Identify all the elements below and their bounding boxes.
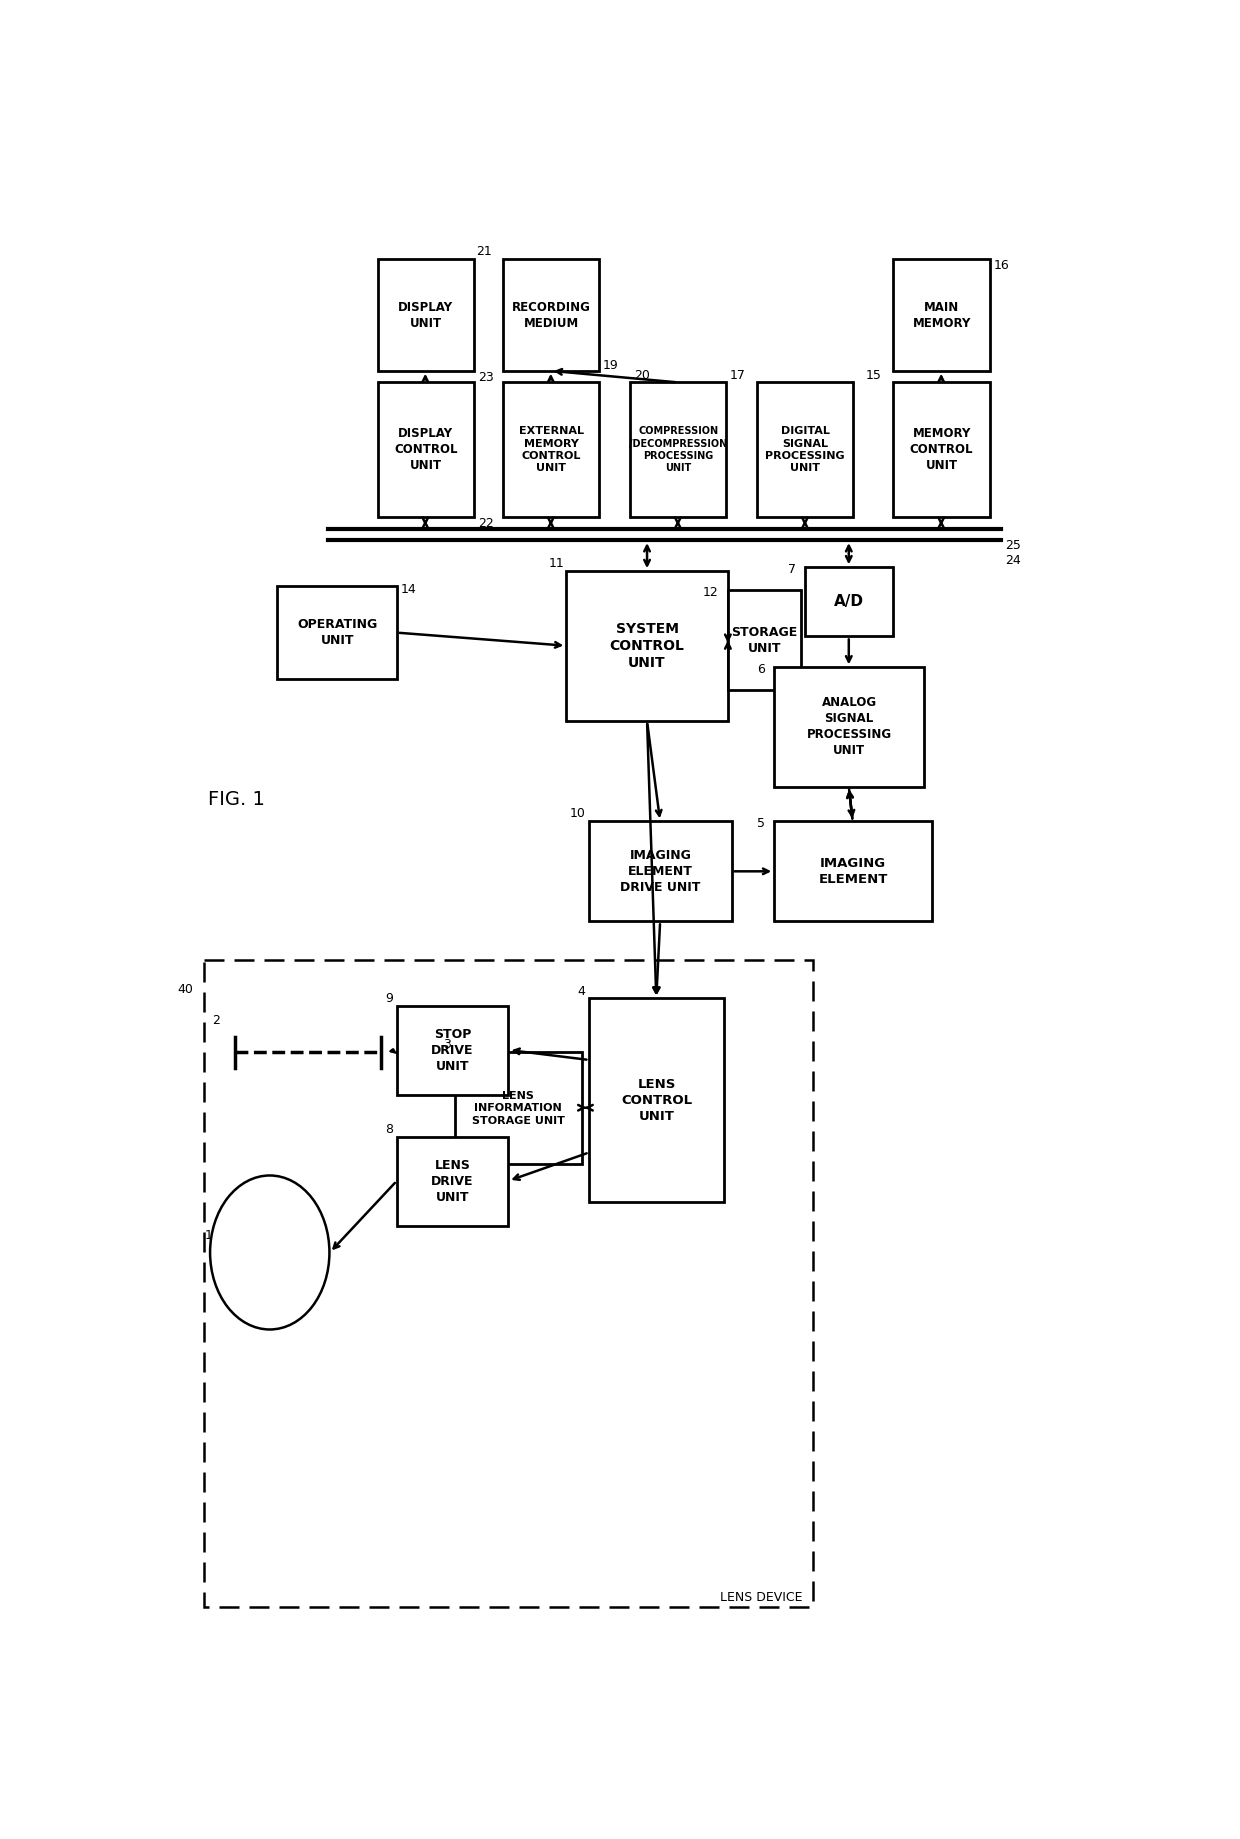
Text: 8: 8 [384,1124,393,1137]
Ellipse shape [210,1175,330,1330]
Text: 40: 40 [177,984,192,997]
Text: 14: 14 [401,583,417,596]
Text: 24: 24 [1006,554,1021,566]
Bar [503,259,599,371]
Text: EXTERNAL
MEMORY
CONTROL
UNIT: EXTERNAL MEMORY CONTROL UNIT [518,427,584,473]
Text: 17: 17 [729,368,745,381]
Bar [397,1006,508,1094]
Bar [397,1137,508,1225]
Bar [894,259,990,371]
Bar [728,590,801,690]
Text: 2: 2 [212,1013,219,1026]
Text: 11: 11 [549,557,564,570]
Text: DIGITAL
SIGNAL
PROCESSING
UNIT: DIGITAL SIGNAL PROCESSING UNIT [765,427,846,473]
Text: SYSTEM
CONTROL
UNIT: SYSTEM CONTROL UNIT [610,622,684,671]
Text: 9: 9 [386,993,393,1006]
Text: MEMORY
CONTROL
UNIT: MEMORY CONTROL UNIT [910,427,973,473]
Text: DISPLAY
UNIT: DISPLAY UNIT [398,300,454,329]
Text: A/D: A/D [835,594,864,609]
Text: LENS
INFORMATION
STORAGE UNIT: LENS INFORMATION STORAGE UNIT [471,1091,564,1125]
Text: LENS DEVICE: LENS DEVICE [720,1591,802,1604]
Text: 21: 21 [476,245,491,257]
Text: 25: 25 [1006,539,1021,552]
Bar [630,383,727,517]
Text: MAIN
MEMORY: MAIN MEMORY [913,300,971,329]
Bar [774,822,932,921]
Text: 10: 10 [569,807,585,820]
Text: 4: 4 [578,984,585,997]
Bar [278,587,397,679]
Text: STORAGE
UNIT: STORAGE UNIT [732,625,797,655]
Bar [567,572,728,721]
Bar [205,960,812,1607]
Text: 12: 12 [703,587,719,600]
Bar [377,383,474,517]
Bar [455,1052,582,1164]
Text: DISPLAY
CONTROL
UNIT: DISPLAY CONTROL UNIT [394,427,458,473]
Text: IMAGING
ELEMENT: IMAGING ELEMENT [818,857,888,886]
Bar [377,259,474,371]
Text: COMPRESSION
/DECOMPRESSION
PROCESSING
UNIT: COMPRESSION /DECOMPRESSION PROCESSING UN… [629,427,728,473]
Text: LENS
CONTROL
UNIT: LENS CONTROL UNIT [621,1078,692,1124]
Text: LENS
DRIVE
UNIT: LENS DRIVE UNIT [432,1159,474,1205]
Text: ANALOG
SIGNAL
PROCESSING
UNIT: ANALOG SIGNAL PROCESSING UNIT [806,697,892,758]
Text: OPERATING
UNIT: OPERATING UNIT [298,618,377,647]
Text: STOP
DRIVE
UNIT: STOP DRIVE UNIT [432,1028,474,1072]
Text: 3: 3 [443,1039,450,1052]
Bar [589,999,724,1203]
Text: 19: 19 [603,359,619,371]
Text: 5: 5 [756,817,765,831]
Text: 15: 15 [866,368,882,381]
Text: 23: 23 [477,371,494,384]
Bar [805,566,894,636]
Text: IMAGING
ELEMENT
DRIVE UNIT: IMAGING ELEMENT DRIVE UNIT [620,850,701,894]
Bar [894,383,990,517]
Text: 22: 22 [477,517,494,530]
Text: RECORDING
MEDIUM: RECORDING MEDIUM [512,300,590,329]
Text: 16: 16 [993,259,1009,272]
Text: 1: 1 [205,1230,212,1243]
Text: 6: 6 [756,664,765,677]
Text: 7: 7 [787,563,796,576]
Text: FIG. 1: FIG. 1 [208,791,265,809]
Bar [503,383,599,517]
Bar [589,822,732,921]
Bar [774,668,924,787]
Bar [758,383,853,517]
Text: 20: 20 [634,368,650,381]
